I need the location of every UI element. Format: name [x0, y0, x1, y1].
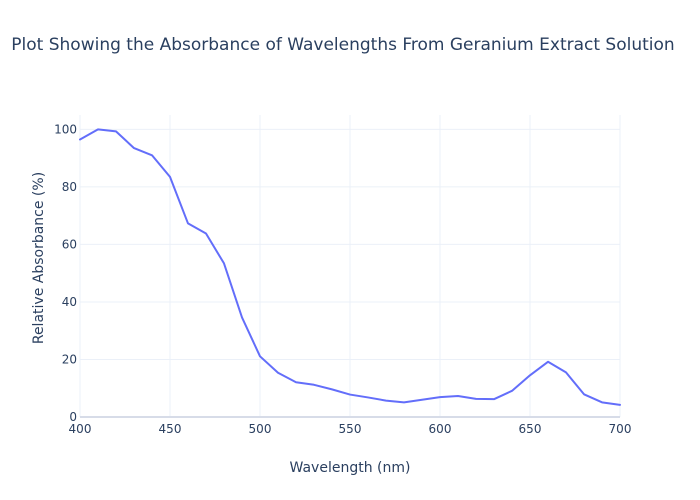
y-axis-title: Relative Absorbance (%): [31, 172, 47, 344]
x-axis-title: Wavelength (nm): [290, 460, 411, 476]
x-tick-label: 650: [519, 422, 542, 436]
y-tick-label: 100: [54, 122, 77, 136]
y-tick-label: 0: [69, 410, 77, 424]
x-tick-label: 450: [159, 422, 182, 436]
x-tick-label: 550: [339, 422, 362, 436]
tick-layer: 400 450 500 550 600 650 700 0 20 40 60 80 100: [54, 122, 631, 436]
chart-title: Plot Showing the Absorbance of Wavelengt…: [11, 35, 674, 55]
x-tick-label: 500: [249, 422, 272, 436]
series-line: [79, 128, 621, 406]
x-tick-label: 600: [429, 422, 452, 436]
x-tick-label: 700: [609, 422, 632, 436]
series-layer: [79, 128, 621, 406]
y-tick-label: 40: [62, 295, 77, 309]
grid-layer: [79, 115, 621, 418]
y-tick-label: 60: [62, 237, 77, 251]
x-tick-label: 400: [69, 422, 92, 436]
y-tick-label: 20: [62, 352, 77, 366]
y-tick-label: 80: [62, 180, 77, 194]
